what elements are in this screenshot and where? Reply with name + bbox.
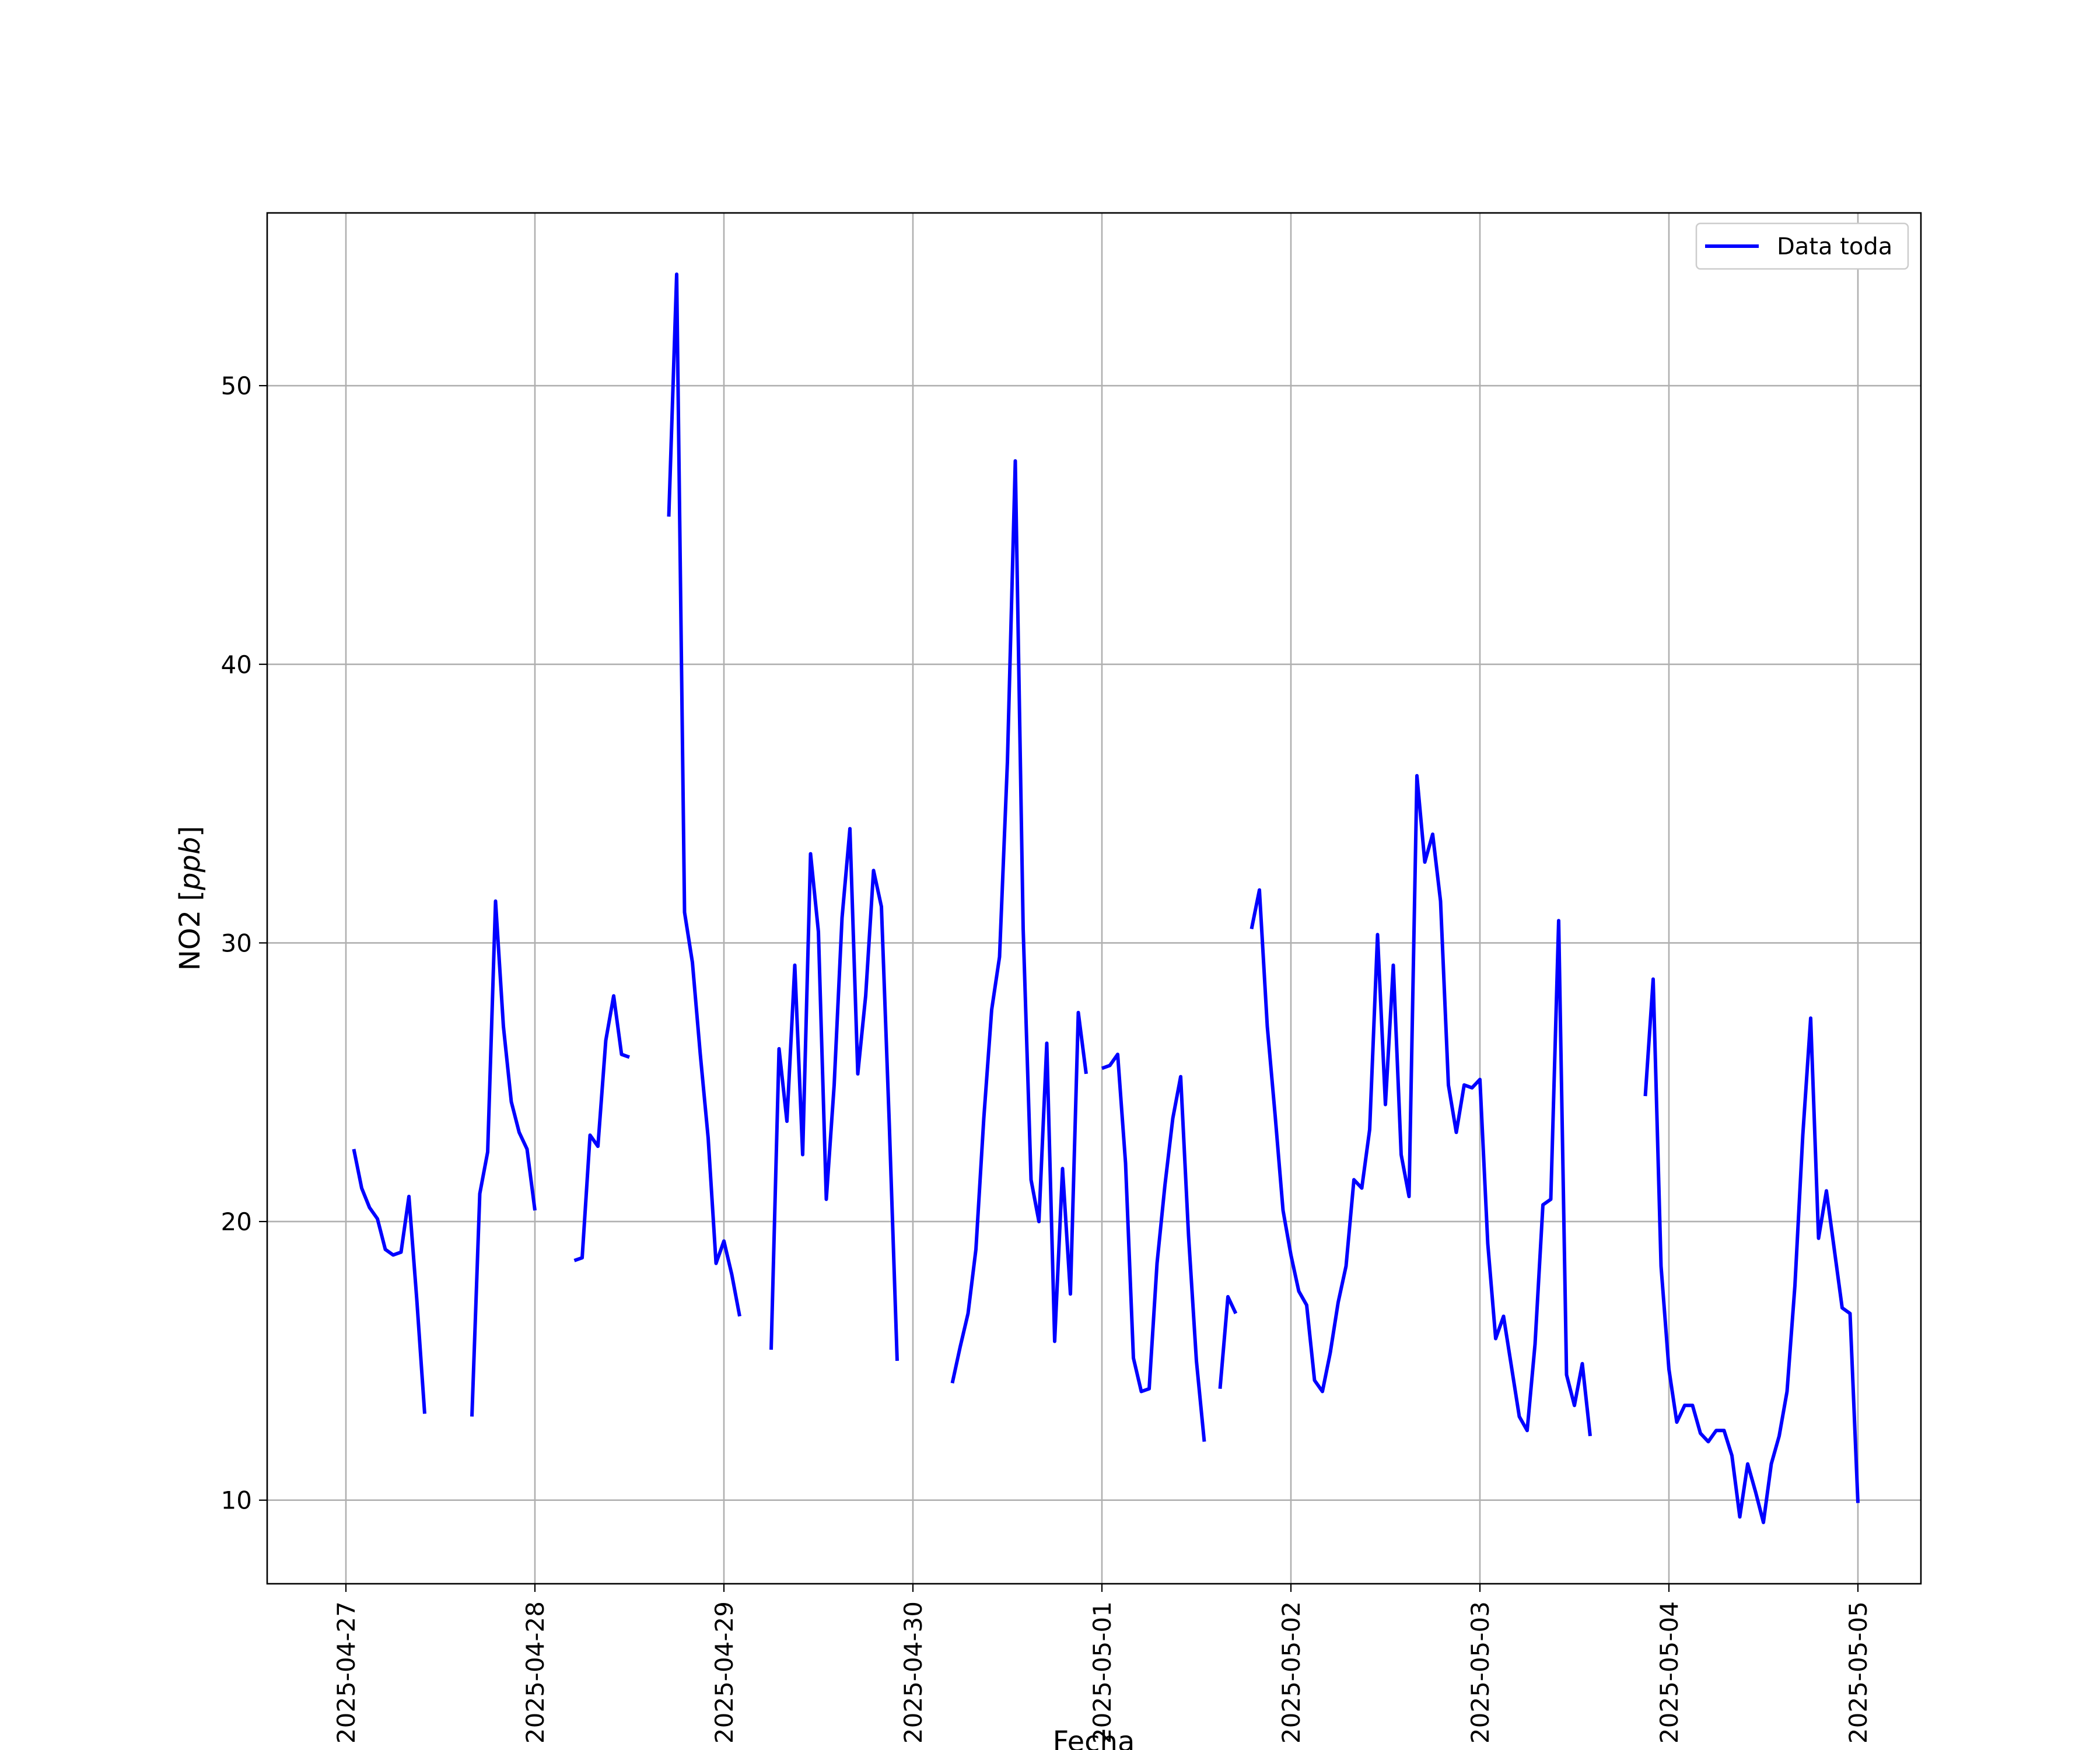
legend-label-data-toda: Data toda — [1777, 233, 1892, 260]
y-axis: 10 20 30 40 50 — [221, 372, 267, 1515]
x-tick-label: 2025-04-28 — [521, 1601, 550, 1744]
x-tick-label: 2025-05-03 — [1466, 1601, 1494, 1744]
series-layer — [352, 272, 1860, 1524]
series-line-data-toda — [573, 994, 631, 1262]
y-tick-label: 40 — [221, 650, 252, 679]
series-line-data-toda — [1250, 774, 1592, 1437]
series-line-data-toda — [1643, 977, 1860, 1524]
x-tick-label: 2025-04-30 — [899, 1601, 928, 1744]
series-line-data-toda — [1101, 1052, 1206, 1442]
legend-box — [1695, 222, 1909, 270]
series-line-data-toda — [1218, 1295, 1238, 1389]
y-axis-label-main: NO2 [ — [174, 890, 206, 971]
legend: Data toda — [1695, 222, 1909, 270]
y-tick-label: 30 — [221, 929, 252, 957]
series-line-data-toda — [950, 459, 1088, 1384]
x-tick-label: 2025-04-29 — [710, 1601, 738, 1744]
y-tick-label: 20 — [221, 1208, 252, 1236]
y-tick-label: 10 — [221, 1486, 252, 1515]
x-tick-label: 2025-05-01 — [1088, 1601, 1116, 1744]
x-tick-label: 2025-05-02 — [1277, 1601, 1306, 1744]
series-line-data-toda — [470, 899, 537, 1417]
grid — [267, 213, 1921, 1584]
y-axis-label-unit: ppb — [174, 837, 206, 891]
y-axis-label: NO2 [ppb] — [174, 826, 206, 971]
x-tick-label: 2025-05-04 — [1655, 1601, 1684, 1744]
series-line-data-toda — [769, 827, 899, 1361]
x-tick-label: 2025-05-05 — [1844, 1601, 1873, 1744]
series-line-data-toda — [667, 272, 741, 1317]
y-tick-label: 50 — [221, 372, 252, 400]
x-axis: 2025-04-27 2025-04-28 2025-04-29 2025-04-30… — [332, 1584, 1873, 1744]
x-axis-label: Fecha — [1053, 1726, 1135, 1750]
y-axis-label-close: ] — [174, 826, 206, 837]
plot-frame — [266, 212, 1922, 1585]
x-tick-label: 2025-04-27 — [332, 1601, 360, 1744]
series-line-data-toda — [352, 1149, 426, 1414]
